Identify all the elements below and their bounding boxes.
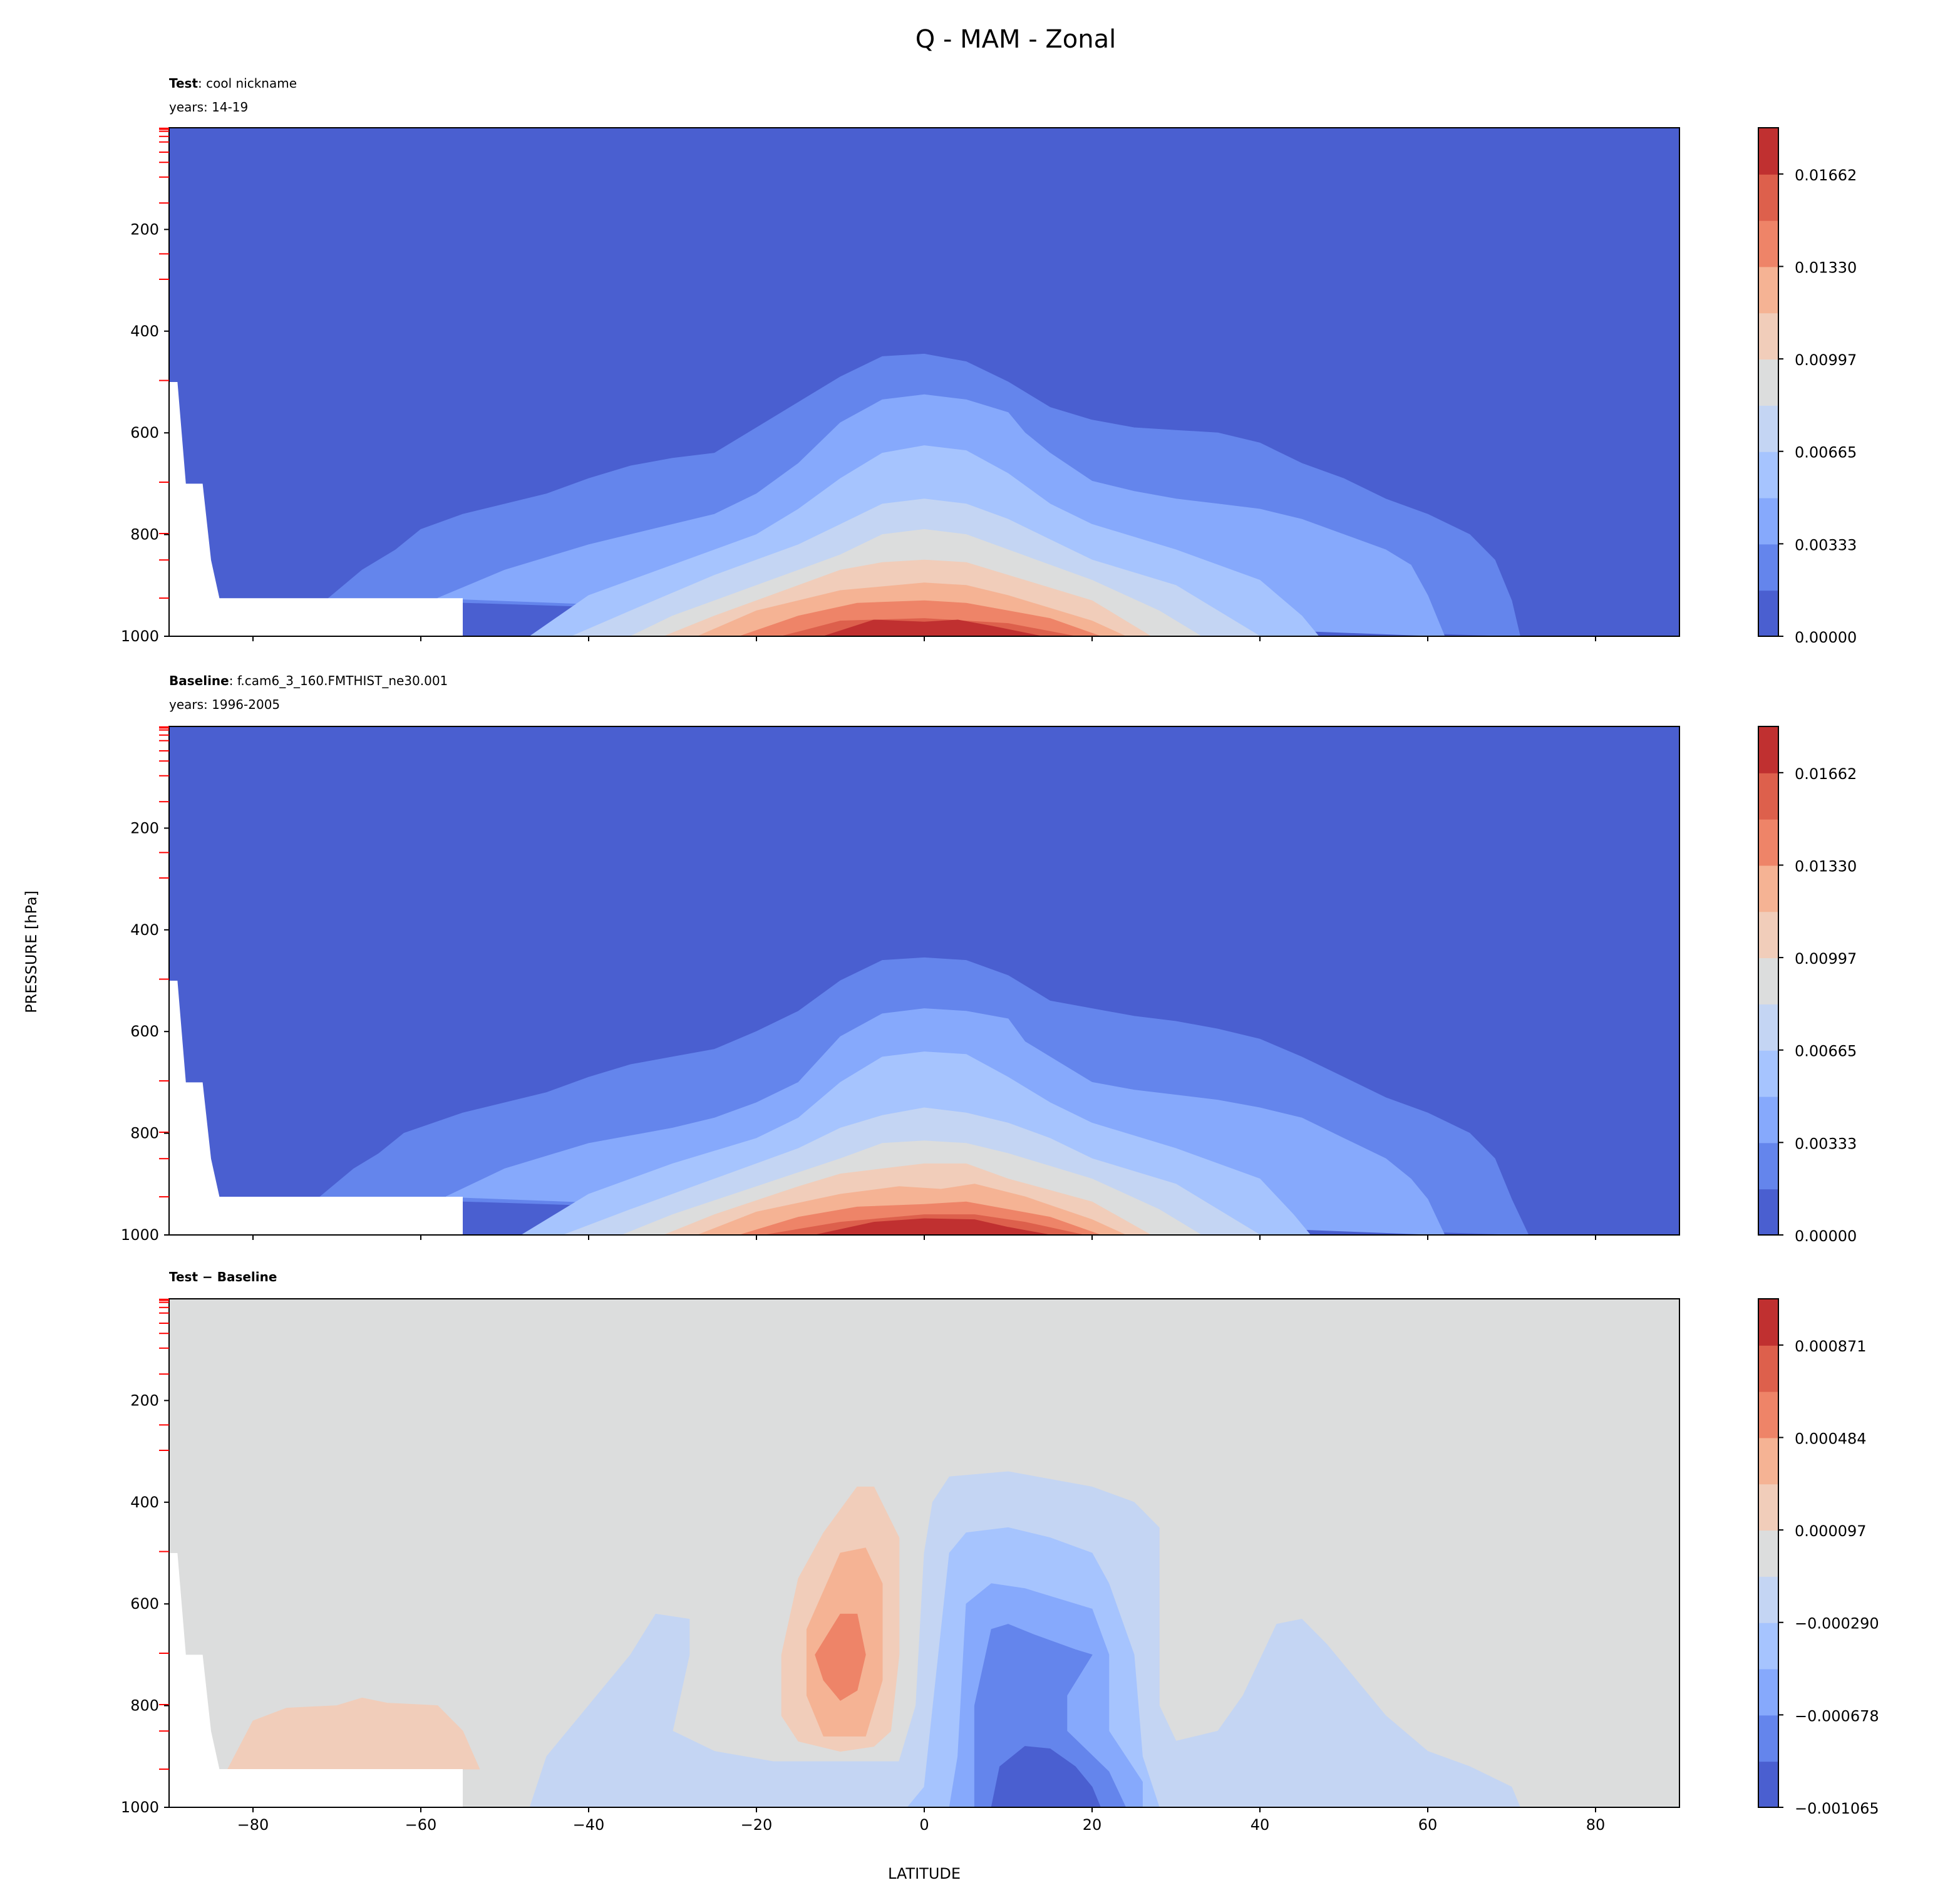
colorbar-band [1758, 451, 1778, 498]
y-tick-label: 200 [130, 1391, 159, 1409]
panel-title-baseline: Baseline: f.cam6_3_160.FMTHIST_ne30.001 [169, 673, 448, 688]
y-tick-label: 400 [130, 1494, 159, 1511]
colorbar-frame [1758, 726, 1779, 1236]
colorbar-tick-label: 0.00665 [1795, 444, 1857, 462]
x-tick-label: 40 [1251, 1816, 1270, 1834]
colorbar-tick-label: 0.00000 [1795, 1227, 1857, 1245]
y-tick-label: 1000 [121, 1226, 159, 1244]
panel-subtitle-baseline: years: 1996-2005 [169, 697, 280, 712]
colorbar-tick-label: 0.000871 [1795, 1338, 1867, 1355]
x-tick-label: −20 [741, 1816, 773, 1834]
panel-title-difference: Test − Baseline [169, 1269, 277, 1284]
colorbar-band [1758, 1484, 1778, 1531]
colorbar-frame [1758, 127, 1779, 637]
colorbar-tick-label: 0.00333 [1795, 1135, 1857, 1152]
colorbar-band [1758, 1189, 1778, 1236]
y-tick-label: 600 [130, 1023, 159, 1040]
x-tick-label: −80 [237, 1816, 269, 1834]
colorbar-frame [1758, 1298, 1779, 1808]
missing-data-mask [169, 382, 463, 636]
colorbar-band [1758, 497, 1778, 545]
y-axis-label: PRESSURE [hPa] [23, 891, 40, 1013]
y-tick-label: 800 [130, 526, 159, 544]
colorbar-tick-label: 0.01330 [1795, 259, 1857, 276]
colorbar-band [1758, 1142, 1778, 1190]
y-tick-label: 600 [130, 424, 159, 441]
y-tick-label: 200 [130, 220, 159, 238]
colorbar-band [1758, 220, 1778, 267]
colorbar-tick-label: 0.01330 [1795, 857, 1857, 875]
colorbar-band [1758, 128, 1778, 175]
panel-test: Test: cool nickname years: 14-19 200 400 6… [121, 76, 1857, 646]
x-tick-label: −60 [405, 1816, 437, 1834]
colorbar-band [1758, 1761, 1778, 1808]
colorbar-tick-label: 0.00333 [1795, 536, 1857, 554]
panel-subtitle-test: years: 14-19 [169, 100, 248, 115]
panel-baseline: Baseline: f.cam6_3_160.FMTHIST_ne30.001 … [121, 673, 1857, 1245]
colorbar-band [1758, 1622, 1778, 1670]
y-tick-label: 400 [130, 921, 159, 939]
colorbar-tick-label: −0.000290 [1795, 1615, 1879, 1633]
missing-data-mask [169, 981, 463, 1235]
y-tick-label: 1000 [121, 627, 159, 645]
colorbar-tick-label: 0.01662 [1795, 765, 1857, 783]
colorbar-tick-label: 0.00997 [1795, 950, 1857, 968]
panel-title-test: Test: cool nickname [169, 76, 297, 91]
colorbar-band [1758, 772, 1778, 820]
missing-data-mask [169, 1553, 463, 1807]
colorbar-band [1758, 544, 1778, 591]
colorbar-band [1758, 1345, 1778, 1392]
x-tick-label: 80 [1586, 1816, 1606, 1834]
colorbar-band [1758, 1437, 1778, 1485]
colorbar-tick-label: 0.00000 [1795, 629, 1857, 646]
x-axis-label: LATITUDE [888, 1865, 961, 1882]
contour-level-0 [991, 1746, 1101, 1808]
y-tick-label: 800 [130, 1697, 159, 1715]
colorbar-band [1758, 1003, 1778, 1051]
colorbar-band [1758, 173, 1778, 221]
colorbar-band [1758, 312, 1778, 360]
colorbar-tick-label: 0.000484 [1795, 1430, 1867, 1447]
x-tick-label: −40 [573, 1816, 605, 1834]
colorbar-band [1758, 865, 1778, 912]
colorbar-band [1758, 726, 1778, 773]
colorbar-band [1758, 590, 1778, 637]
colorbar-band [1758, 1668, 1778, 1716]
colorbar-band [1758, 818, 1778, 866]
x-tick-label: 20 [1083, 1816, 1102, 1834]
colorbar-band [1758, 911, 1778, 959]
contour-level-8 [815, 1613, 866, 1701]
colorbar-band [1758, 1299, 1778, 1346]
x-tick-label: 60 [1418, 1816, 1438, 1834]
colorbar-tick-label: 0.01662 [1795, 167, 1857, 184]
colorbar-band [1758, 1576, 1778, 1623]
colorbar-band [1758, 1096, 1778, 1144]
colorbar-tick-label: −0.000678 [1795, 1707, 1879, 1725]
colorbar-tick-label: −0.001065 [1795, 1800, 1879, 1817]
colorbar-tick-label: 0.00997 [1795, 351, 1857, 369]
colorbar-band [1758, 359, 1778, 406]
colorbar-band [1758, 1391, 1778, 1438]
colorbar-band [1758, 266, 1778, 314]
y-tick-label: 600 [130, 1595, 159, 1613]
colorbar-band [1758, 405, 1778, 452]
colorbar-band [1758, 958, 1778, 1004]
colorbar-tick-label: 0.00665 [1795, 1043, 1857, 1060]
y-tick-label: 800 [130, 1125, 159, 1142]
contour-level-6 [227, 1697, 480, 1770]
colorbar-band [1758, 1050, 1778, 1097]
colorbar-band [1758, 1715, 1778, 1762]
y-tick-label: 400 [130, 323, 159, 340]
colorbar-band [1758, 1530, 1778, 1577]
x-tick-label: 0 [919, 1816, 929, 1834]
figure-title: Q - MAM - Zonal [916, 25, 1116, 54]
y-tick-label: 200 [130, 819, 159, 837]
y-tick-label: 1000 [121, 1799, 159, 1816]
colorbar-tick-label: 0.000097 [1795, 1522, 1867, 1540]
